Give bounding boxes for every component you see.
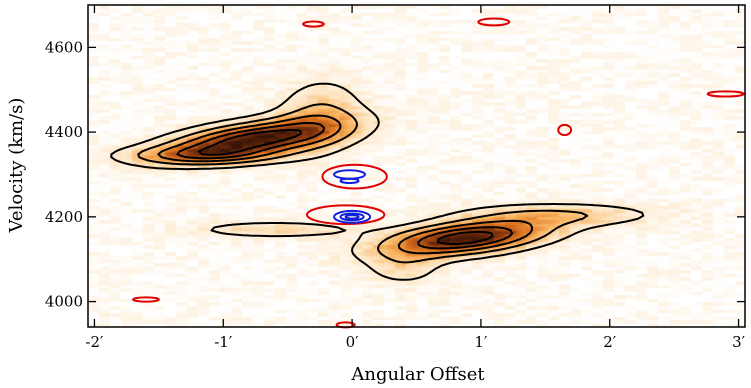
x-tick-label-4: 1′ <box>474 333 488 351</box>
y-axis-title: Velocity (km/s) <box>6 98 27 234</box>
y-tick-label-2: 4200 <box>45 208 83 226</box>
red-contours <box>132 17 745 329</box>
positive-contour-level-5 <box>198 129 494 245</box>
y-tick-label-3: 4400 <box>45 123 83 141</box>
y-tick-label-4: 4600 <box>45 38 83 56</box>
plot-frame <box>87 4 746 328</box>
positive-contour-level-1 <box>110 82 645 281</box>
red-contour-1 <box>321 163 388 190</box>
positive-contour-level-3 <box>157 114 534 255</box>
red-contour-7 <box>132 296 160 303</box>
red-contour-5 <box>557 123 573 137</box>
red-contour-4 <box>302 20 325 28</box>
red-contour-2 <box>306 204 386 226</box>
negative-contour-4 <box>339 212 365 222</box>
positive-contour-level-4 <box>176 122 514 250</box>
emission-heatmap <box>88 5 745 327</box>
x-tick-label-5: 2′ <box>603 333 617 351</box>
x-axis-title: Angular Offset <box>350 364 485 385</box>
y-tick-label-1: 4000 <box>45 293 83 311</box>
positive-contour-level-2 <box>137 103 589 264</box>
y-axis-ticks: 4000 4200 4400 4600 <box>45 38 745 311</box>
positive-contours <box>110 82 645 281</box>
plot-area <box>87 4 746 329</box>
x-tick-label-2: -1′ <box>214 333 233 351</box>
x-tick-label-6: 3′ <box>732 333 746 351</box>
negative-contour-2 <box>339 177 360 184</box>
x-axis-ticks: -2′ -1′ 0′ 1′ 2′ 3′ <box>85 5 746 351</box>
x-tick-label-3: 0′ <box>346 333 360 351</box>
red-contour-6 <box>706 90 745 98</box>
red-contour-3 <box>477 17 511 27</box>
negative-contour-5 <box>344 214 360 220</box>
negative-contour-3 <box>333 209 372 224</box>
x-tick-label-1: -2′ <box>85 333 104 351</box>
negative-contours <box>333 169 372 224</box>
